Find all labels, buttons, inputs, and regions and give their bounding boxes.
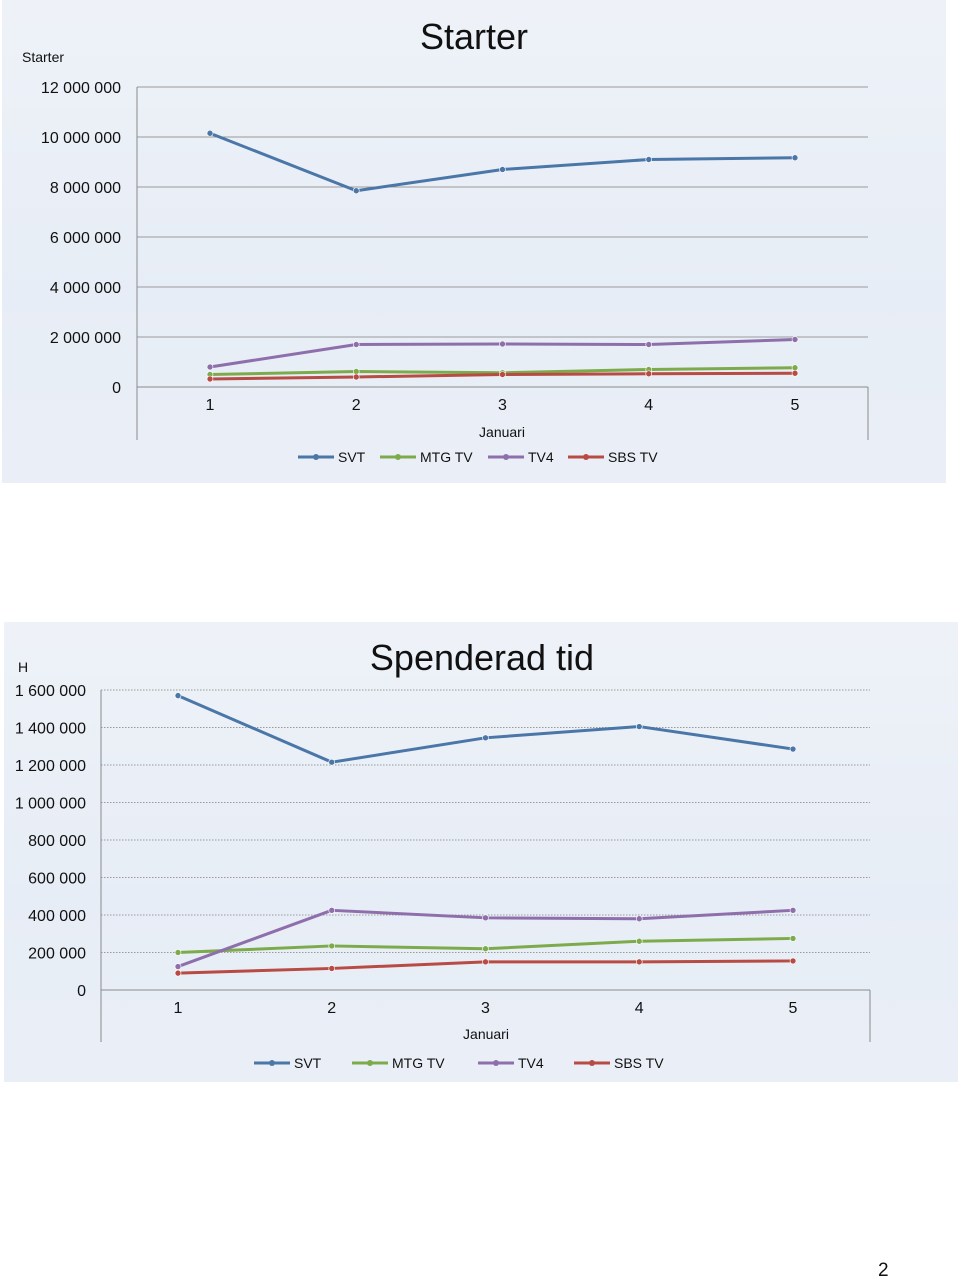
data-point — [645, 341, 653, 348]
data-point — [352, 341, 360, 348]
x-axis-label: Januari — [479, 424, 525, 440]
data-point — [352, 368, 360, 375]
data-point — [328, 907, 336, 914]
data-point — [174, 692, 182, 699]
data-point — [352, 187, 360, 195]
chart-title: Starter — [420, 16, 528, 57]
data-point — [174, 969, 182, 977]
y-tick-label: 10 000 000 — [41, 130, 121, 147]
legend-marker — [583, 454, 589, 460]
data-point — [645, 370, 653, 378]
x-tick-label: 4 — [644, 397, 653, 414]
legend-marker — [367, 1060, 373, 1066]
data-point — [328, 758, 336, 766]
data-point — [645, 156, 653, 163]
legend-label: SVT — [294, 1055, 322, 1071]
chart-spenderad-tid: Spenderad tid H 0 200 000 400 000 600 000 800 … — [15, 637, 871, 1071]
data-point — [482, 945, 489, 953]
x-tick-label: 5 — [791, 397, 800, 414]
data-point — [352, 373, 360, 381]
legend-marker — [269, 1060, 275, 1066]
y-tick-label: 6 000 000 — [50, 230, 121, 247]
x-tick-label: 1 — [174, 1000, 183, 1017]
data-point — [791, 369, 799, 377]
data-point — [174, 963, 182, 970]
y-tick-label: 400 000 — [28, 908, 86, 925]
data-point — [482, 914, 489, 922]
data-point — [328, 965, 336, 972]
x-tick-label: 3 — [481, 1000, 490, 1017]
data-point — [789, 907, 797, 914]
data-point — [499, 340, 506, 348]
legend-label: TV4 — [528, 449, 554, 465]
legend-marker — [313, 454, 319, 460]
y-tick-label: 8 000 000 — [50, 180, 121, 197]
x-tick-label: 5 — [789, 1000, 798, 1017]
data-point — [206, 129, 214, 137]
data-point — [482, 734, 489, 742]
data-point — [789, 745, 797, 753]
y-axis-label: Starter — [22, 49, 64, 65]
data-point — [635, 958, 643, 966]
y-tick-label: 0 — [77, 983, 86, 1000]
x-axis-label: Januari — [463, 1026, 509, 1042]
page-number: 2 — [878, 1260, 889, 1281]
legend-label: SVT — [338, 449, 366, 465]
data-point — [206, 375, 214, 383]
legend-label: SBS TV — [608, 449, 658, 465]
legend-label: MTG TV — [392, 1055, 445, 1071]
chart-panel-starter: Starter Starter 0 2 000 000 4 000 000 6 000 0… — [2, 0, 946, 483]
data-point — [789, 957, 797, 965]
x-tick-label: 2 — [352, 397, 361, 414]
data-point — [174, 949, 182, 956]
y-axis-label: H — [18, 659, 28, 675]
legend-marker — [589, 1060, 595, 1066]
legend-marker — [395, 454, 401, 460]
y-tick-label: 1 200 000 — [15, 758, 86, 775]
data-point — [499, 166, 506, 173]
legend-marker — [503, 454, 509, 460]
x-tick-label: 2 — [327, 1000, 336, 1017]
chart-starter: Starter Starter 0 2 000 000 4 000 000 6 000 0… — [22, 16, 869, 465]
y-tick-label: 600 000 — [28, 871, 86, 888]
data-point — [635, 723, 643, 730]
x-tick-label: 3 — [498, 397, 507, 414]
data-point — [635, 937, 643, 945]
x-tick-label: 1 — [206, 397, 215, 414]
legend-label: MTG TV — [420, 449, 473, 465]
y-tick-label: 4 000 000 — [50, 280, 121, 297]
y-tick-label: 1 400 000 — [15, 721, 86, 738]
y-tick-label: 0 — [112, 380, 121, 397]
y-tick-label: 200 000 — [28, 946, 86, 963]
legend-label: SBS TV — [614, 1055, 664, 1071]
data-point — [635, 915, 643, 923]
data-point — [206, 363, 214, 371]
data-point — [482, 958, 489, 966]
legend-marker — [493, 1060, 499, 1066]
data-point — [328, 942, 336, 950]
chart-title: Spenderad tid — [370, 637, 594, 678]
data-point — [499, 371, 506, 378]
y-tick-label: 1 600 000 — [15, 683, 86, 700]
data-point — [791, 364, 799, 372]
y-tick-label: 12 000 000 — [41, 80, 121, 97]
data-point — [791, 336, 799, 343]
series-line-svt — [177, 694, 794, 764]
data-point — [791, 154, 799, 162]
chart-panel-spenderad-tid: Spenderad tid H 0 200 000 400 000 600 000 800 … — [4, 622, 958, 1082]
series-line-svt — [209, 131, 796, 193]
legend-label: TV4 — [518, 1055, 544, 1071]
data-point — [789, 935, 797, 942]
x-tick-label: 4 — [635, 1000, 644, 1017]
y-tick-label: 2 000 000 — [50, 330, 121, 347]
y-tick-label: 800 000 — [28, 833, 86, 850]
y-tick-label: 1 000 000 — [15, 796, 86, 813]
